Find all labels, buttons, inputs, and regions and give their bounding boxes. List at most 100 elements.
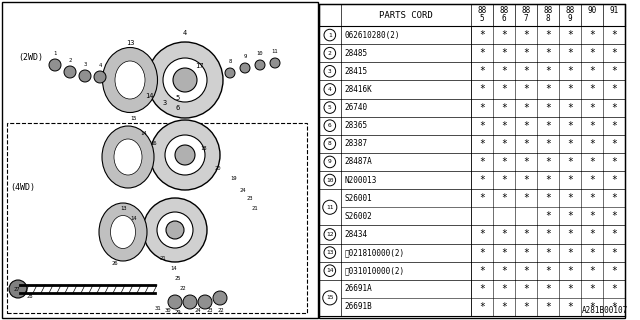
Text: 3: 3 [163, 100, 167, 106]
Circle shape [94, 71, 106, 83]
Text: *: * [523, 266, 529, 276]
Text: *: * [523, 121, 529, 131]
Circle shape [64, 66, 76, 78]
Text: 30: 30 [165, 308, 172, 313]
Text: *: * [479, 103, 485, 113]
Text: *: * [589, 175, 595, 185]
Text: S26002: S26002 [345, 212, 372, 221]
Text: 13: 13 [326, 250, 333, 255]
Text: *: * [523, 103, 529, 113]
Text: *: * [479, 229, 485, 239]
Text: 23: 23 [207, 308, 214, 313]
Text: 14: 14 [145, 93, 154, 99]
Text: *: * [611, 84, 617, 94]
Text: *: * [589, 266, 595, 276]
Text: *: * [611, 175, 617, 185]
Text: 22: 22 [180, 286, 186, 291]
Text: 11: 11 [326, 205, 333, 210]
Text: 4: 4 [99, 63, 102, 68]
Ellipse shape [102, 126, 154, 188]
Text: *: * [567, 157, 573, 167]
Text: *: * [523, 175, 529, 185]
Text: *: * [501, 48, 507, 58]
Text: *: * [589, 211, 595, 221]
Circle shape [9, 280, 27, 298]
Text: 2: 2 [328, 51, 332, 56]
Text: *: * [501, 248, 507, 258]
Text: ⓝ021810000(2): ⓝ021810000(2) [345, 248, 405, 257]
Text: *: * [545, 48, 551, 58]
Text: *: * [611, 266, 617, 276]
Text: 28365: 28365 [345, 121, 368, 130]
Text: *: * [501, 266, 507, 276]
Text: *: * [501, 103, 507, 113]
Text: 9: 9 [568, 14, 572, 23]
Text: 28434: 28434 [345, 230, 368, 239]
Text: ⓦ031010000(2): ⓦ031010000(2) [345, 266, 405, 275]
Text: 21: 21 [160, 256, 166, 261]
Text: *: * [545, 193, 551, 203]
Text: *: * [501, 229, 507, 239]
Text: *: * [589, 229, 595, 239]
Circle shape [173, 68, 197, 92]
Text: *: * [589, 284, 595, 294]
Text: *: * [479, 139, 485, 149]
Text: *: * [567, 84, 573, 94]
Text: *: * [567, 229, 573, 239]
Text: *: * [479, 175, 485, 185]
Text: PARTS CORD: PARTS CORD [379, 11, 433, 20]
Text: 20: 20 [215, 166, 221, 171]
Text: *: * [501, 121, 507, 131]
Text: *: * [479, 284, 485, 294]
Text: 28415: 28415 [345, 67, 368, 76]
Text: *: * [501, 157, 507, 167]
Text: 88: 88 [477, 6, 486, 15]
Text: *: * [545, 84, 551, 94]
Text: *: * [545, 266, 551, 276]
Text: 4: 4 [183, 30, 187, 36]
Text: *: * [479, 193, 485, 203]
Text: *: * [567, 266, 573, 276]
Text: *: * [567, 139, 573, 149]
Text: *: * [523, 84, 529, 94]
Text: S26001: S26001 [345, 194, 372, 203]
Text: 10: 10 [326, 178, 333, 183]
Text: *: * [545, 121, 551, 131]
Text: *: * [523, 229, 529, 239]
Text: 18: 18 [200, 146, 207, 151]
Text: *: * [589, 48, 595, 58]
Text: *: * [545, 139, 551, 149]
Text: N200013: N200013 [345, 176, 377, 185]
Text: *: * [611, 248, 617, 258]
Text: *: * [567, 175, 573, 185]
Text: *: * [523, 66, 529, 76]
Text: *: * [479, 48, 485, 58]
Circle shape [213, 291, 227, 305]
Text: 28487A: 28487A [345, 157, 372, 166]
Circle shape [198, 295, 212, 309]
Text: 3: 3 [83, 62, 86, 67]
Text: 5: 5 [328, 105, 332, 110]
Text: *: * [567, 48, 573, 58]
Text: 13: 13 [120, 206, 127, 211]
Text: 21: 21 [252, 206, 259, 211]
Text: *: * [501, 302, 507, 312]
Text: A281B00107: A281B00107 [582, 306, 628, 315]
Text: *: * [611, 66, 617, 76]
Text: 4: 4 [328, 87, 332, 92]
Text: 11: 11 [272, 49, 278, 54]
Text: *: * [545, 30, 551, 40]
Text: 8: 8 [228, 59, 232, 64]
Text: *: * [545, 211, 551, 221]
Text: 1: 1 [328, 33, 332, 37]
Text: *: * [589, 302, 595, 312]
Text: (2WD): (2WD) [18, 53, 43, 62]
Text: *: * [589, 248, 595, 258]
Circle shape [163, 58, 207, 102]
Text: 8: 8 [328, 141, 332, 146]
Text: *: * [501, 284, 507, 294]
Text: *: * [589, 139, 595, 149]
Text: *: * [611, 284, 617, 294]
Text: 16: 16 [150, 141, 157, 146]
Text: 12: 12 [326, 232, 333, 237]
